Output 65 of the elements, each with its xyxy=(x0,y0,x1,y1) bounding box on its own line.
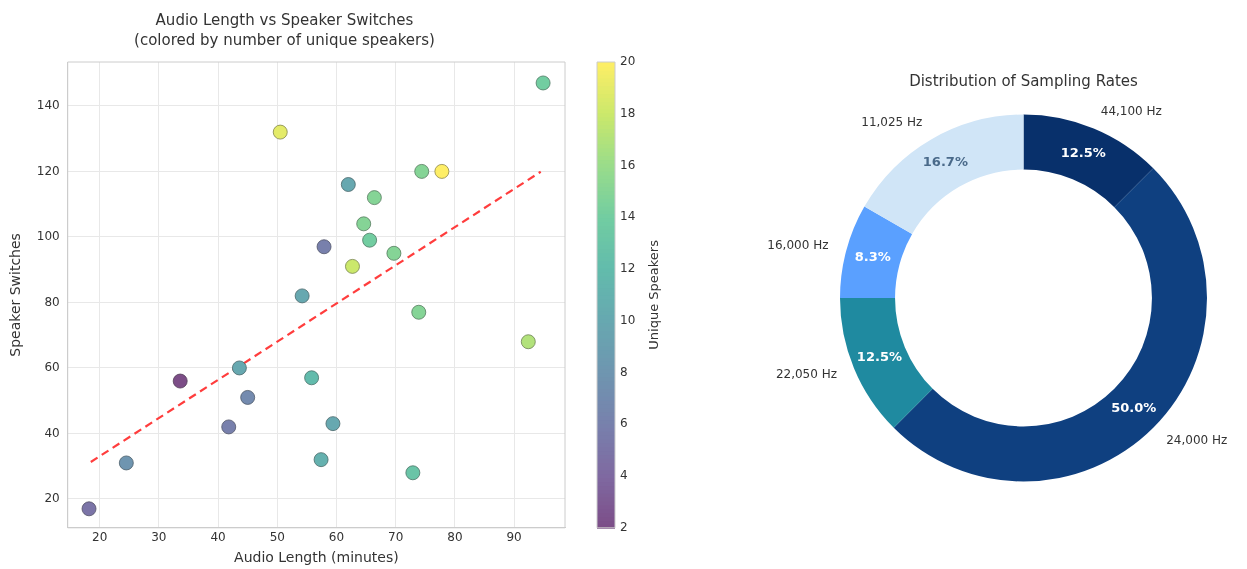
y-tick-label: 20 xyxy=(44,491,60,506)
point xyxy=(221,419,237,435)
slice-label: 24,000 Hz xyxy=(1166,432,1228,447)
point xyxy=(386,245,402,261)
point xyxy=(313,452,329,468)
point xyxy=(81,501,97,517)
point xyxy=(231,360,247,376)
point xyxy=(520,334,536,350)
x-tick-label: 30 xyxy=(151,530,167,545)
data-label: 50.0% xyxy=(1111,399,1157,415)
y-tick-label: 60 xyxy=(44,360,60,375)
point xyxy=(434,164,450,179)
point xyxy=(240,390,256,405)
point xyxy=(405,465,421,481)
point xyxy=(411,304,427,320)
point xyxy=(414,164,430,179)
color-bar-title: Unique Speakers xyxy=(646,239,662,350)
slice-label: 16,000 Hz xyxy=(767,238,829,253)
point xyxy=(272,124,288,140)
color-bar-label: 18 xyxy=(620,105,636,120)
data-label: 8.3% xyxy=(854,249,891,265)
point xyxy=(294,288,310,304)
color-bar-label: 4 xyxy=(620,468,628,483)
x-tick-label: 20 xyxy=(92,530,108,545)
x-tick-label: 70 xyxy=(388,530,404,545)
point xyxy=(118,455,134,471)
x-tick-label: 80 xyxy=(447,530,463,545)
point xyxy=(172,373,188,389)
color-bar-label: 14 xyxy=(620,209,636,224)
color-bar-label: 10 xyxy=(620,312,636,327)
color-bar-label: 12 xyxy=(620,261,636,276)
data-label: 16.7% xyxy=(922,154,968,170)
x-tick-label: 60 xyxy=(328,530,345,545)
point xyxy=(345,259,360,274)
point xyxy=(356,216,372,232)
point xyxy=(316,239,332,255)
color-bar-label: 16 xyxy=(620,157,636,172)
chart-title: Distribution of Sampling Rates xyxy=(909,71,1139,90)
y-tick-label: 140 xyxy=(36,98,60,113)
point xyxy=(366,190,382,206)
x-axis-title: Audio Length (minutes) xyxy=(234,549,399,566)
point xyxy=(340,177,356,192)
color-bar-label: 20 xyxy=(620,54,636,69)
y-tick-label: 80 xyxy=(44,294,60,309)
color-bar-label: 8 xyxy=(620,364,628,379)
y-axis-title: Speaker Switches xyxy=(7,233,24,357)
data-label: 12.5% xyxy=(856,349,902,365)
x-tick-label: 90 xyxy=(506,530,522,545)
x-tick-label: 40 xyxy=(210,530,226,545)
point xyxy=(304,370,320,386)
chart-title: Audio Length vs Speaker Switches xyxy=(155,10,414,29)
data-label: 12.5% xyxy=(1060,145,1106,161)
y-tick-label: 120 xyxy=(36,163,60,178)
x-tick-label: 50 xyxy=(269,530,285,545)
point xyxy=(535,75,551,91)
point xyxy=(362,232,378,248)
chart-subtitle: (colored by number of unique speakers) xyxy=(134,30,435,49)
slice-label: 11,025 Hz xyxy=(861,115,923,130)
color-bar-label: 6 xyxy=(620,416,628,431)
y-tick-label: 40 xyxy=(44,425,60,440)
color-bar-label: 2 xyxy=(620,519,628,534)
y-tick-label: 100 xyxy=(36,229,60,244)
slice-label: 22,050 Hz xyxy=(775,367,838,382)
slice-label: 44,100 Hz xyxy=(1100,103,1162,118)
point xyxy=(325,416,341,432)
